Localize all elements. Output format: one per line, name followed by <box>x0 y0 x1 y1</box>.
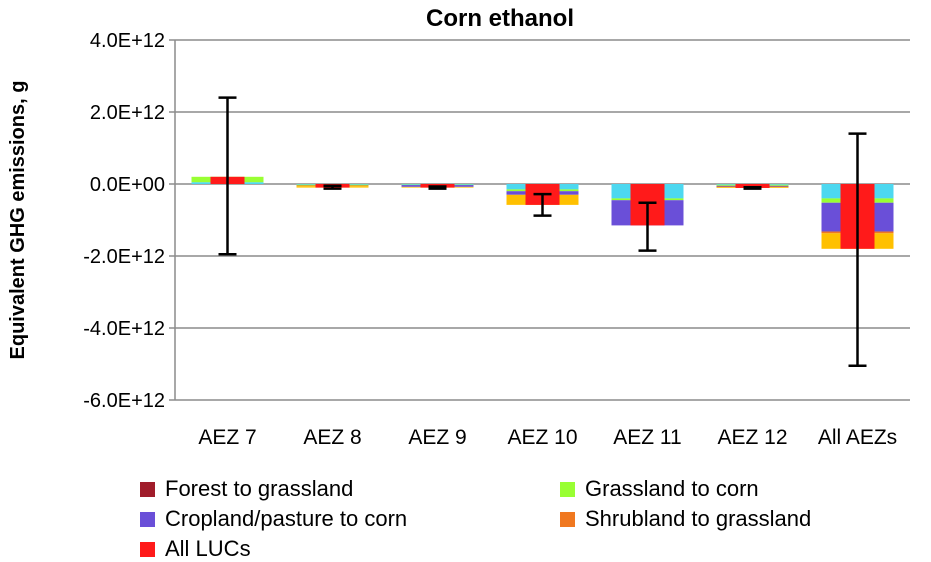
legend-item: Forest to grassland <box>140 476 353 502</box>
legend-swatch <box>560 511 575 527</box>
x-tick-label: AEZ 10 <box>507 426 577 449</box>
x-tick-label: AEZ 8 <box>303 426 361 449</box>
y-tick-label: -4.0E+12 <box>83 318 165 340</box>
legend-label: Shrubland to grassland <box>585 506 812 531</box>
legend-label: Grassland to corn <box>585 476 759 501</box>
legend-label: All LUCs <box>165 536 251 561</box>
y-tick-label: -2.0E+12 <box>83 246 165 268</box>
chart-plot: Corn ethanol Equivalent GHG emissions, g… <box>7 5 910 449</box>
legend-label: Forest to grassland <box>165 476 354 501</box>
x-tick-label: AEZ 9 <box>408 426 466 449</box>
legend-item: Shrubland to grassland <box>560 506 811 532</box>
x-tick-label: All AEZs <box>818 426 897 449</box>
legend-swatch <box>560 481 575 497</box>
x-tick-label: AEZ 7 <box>198 426 256 449</box>
chart-title: Corn ethanol <box>426 5 574 32</box>
legend-item: Cropland/pasture to corn <box>140 506 407 532</box>
legend-item: All LUCs <box>140 536 251 562</box>
legend-label: Cropland/pasture to corn <box>165 506 408 531</box>
y-axis-label: Equivalent GHG emissions, g <box>7 81 29 360</box>
x-tick-label: AEZ 11 <box>613 426 681 449</box>
x-tick-label: AEZ 12 <box>717 426 787 449</box>
y-tick-label: 2.0E+12 <box>90 102 165 124</box>
legend-swatch <box>140 481 155 497</box>
legend-swatch <box>140 541 155 557</box>
y-tick-label: 0.0E+00 <box>90 174 165 196</box>
y-tick-label: -6.0E+12 <box>83 390 165 412</box>
y-tick-label: 4.0E+12 <box>90 30 165 52</box>
total-bar <box>735 184 770 188</box>
legend-item: Grassland to corn <box>560 476 759 502</box>
legend-swatch <box>140 511 155 527</box>
